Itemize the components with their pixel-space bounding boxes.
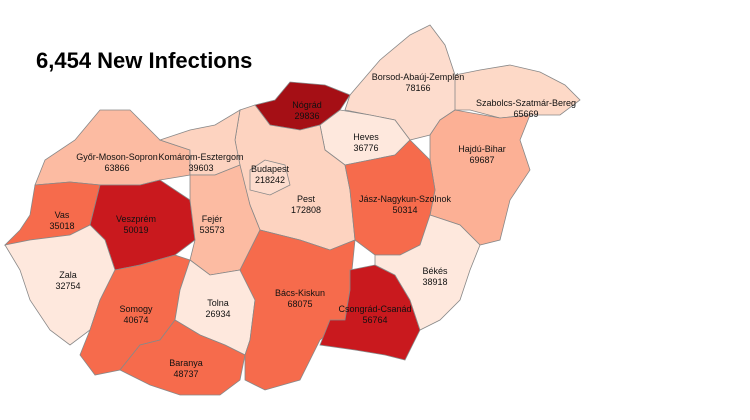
region-value: 38918: [422, 277, 447, 287]
region-name: Budapest: [251, 164, 290, 174]
region-name: Csongrád-Csanád: [338, 304, 411, 314]
region-value: 63866: [104, 163, 129, 173]
region-value: 26934: [205, 309, 230, 319]
region-value: 36776: [353, 143, 378, 153]
region-name: Nógrád: [292, 100, 322, 110]
region-name: Győr-Moson-Sopron: [76, 152, 158, 162]
region-value: 29836: [294, 111, 319, 121]
region-value: 65669: [513, 109, 538, 119]
region-name: Somogy: [119, 304, 153, 314]
region: [374, 214, 481, 331]
region-value: 56764: [362, 315, 387, 325]
region-name: Bács-Kiskun: [275, 288, 325, 298]
region-name: Békés: [422, 266, 448, 276]
region-value: 53573: [199, 225, 224, 235]
region-name: Fejér: [202, 214, 223, 224]
region-value: 68075: [287, 299, 312, 309]
region: [158, 109, 241, 176]
region-name: Zala: [59, 270, 77, 280]
region: [119, 319, 246, 396]
region-name: Komárom-Esztergom: [158, 152, 243, 162]
region-value: 40674: [123, 315, 148, 325]
region-name: Baranya: [169, 358, 203, 368]
region-value: 50019: [123, 225, 148, 235]
region: [34, 109, 191, 186]
region-value: 69687: [469, 155, 494, 165]
region-value: 78166: [405, 83, 430, 93]
region: [454, 64, 581, 119]
region-name: Jász-Nagykun-Szolnok: [359, 194, 452, 204]
region-value: 218242: [255, 175, 285, 185]
region-value: 172808: [291, 205, 321, 215]
region-value: 48737: [173, 369, 198, 379]
region-value: 35018: [49, 221, 74, 231]
region-name: Szabolcs-Szatmár-Bereg: [476, 98, 576, 108]
region-name: Hajdú-Bihar: [458, 144, 506, 154]
region-name: Vas: [55, 210, 70, 220]
region-name: Pest: [297, 194, 316, 204]
region-name: Borsod-Abaúj-Zemplén: [372, 72, 465, 82]
region-name: Veszprém: [116, 214, 156, 224]
region-name: Tolna: [207, 298, 229, 308]
region-value: 39603: [188, 163, 213, 173]
region-name: Heves: [353, 132, 379, 142]
region-value: 32754: [55, 281, 80, 291]
region: [249, 159, 291, 196]
region-value: 50314: [392, 205, 417, 215]
map-title: 6,454 New Infections: [36, 48, 252, 73]
